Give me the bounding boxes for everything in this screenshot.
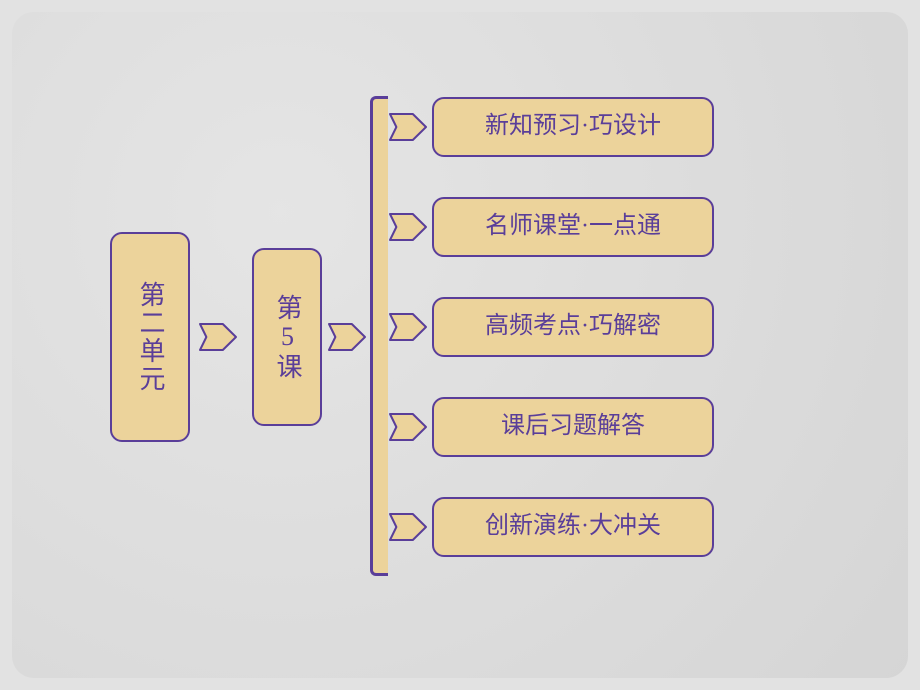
leaf-label: 课后习题解答: [501, 413, 645, 441]
leaf-label: 高频考点·巧解密: [485, 313, 661, 341]
arrow-icon: [198, 322, 238, 352]
node-unit[interactable]: 第二单元: [110, 232, 190, 442]
node-lesson-label: 第5课: [272, 294, 302, 381]
slide: 第二单元 第5课 新知预习·巧设计 名师课堂·一点通 高频考点·巧解密 课后习题…: [12, 12, 908, 678]
arrow-icon: [388, 112, 428, 142]
leaf-node[interactable]: 课后习题解答: [432, 397, 714, 457]
node-lesson[interactable]: 第5课: [252, 248, 322, 426]
leaf-node[interactable]: 新知预习·巧设计: [432, 97, 714, 157]
node-unit-label: 第二单元: [135, 281, 165, 393]
leaf-label: 新知预习·巧设计: [485, 113, 661, 141]
arrow-icon: [388, 212, 428, 242]
leaf-node[interactable]: 名师课堂·一点通: [432, 197, 714, 257]
bracket-connector: [370, 96, 388, 576]
arrow-icon: [327, 322, 367, 352]
leaf-node[interactable]: 创新演练·大冲关: [432, 497, 714, 557]
arrow-icon: [388, 312, 428, 342]
leaf-node[interactable]: 高频考点·巧解密: [432, 297, 714, 357]
arrow-icon: [388, 412, 428, 442]
arrow-icon: [388, 512, 428, 542]
leaf-label: 名师课堂·一点通: [485, 213, 661, 241]
leaf-label: 创新演练·大冲关: [485, 513, 661, 541]
